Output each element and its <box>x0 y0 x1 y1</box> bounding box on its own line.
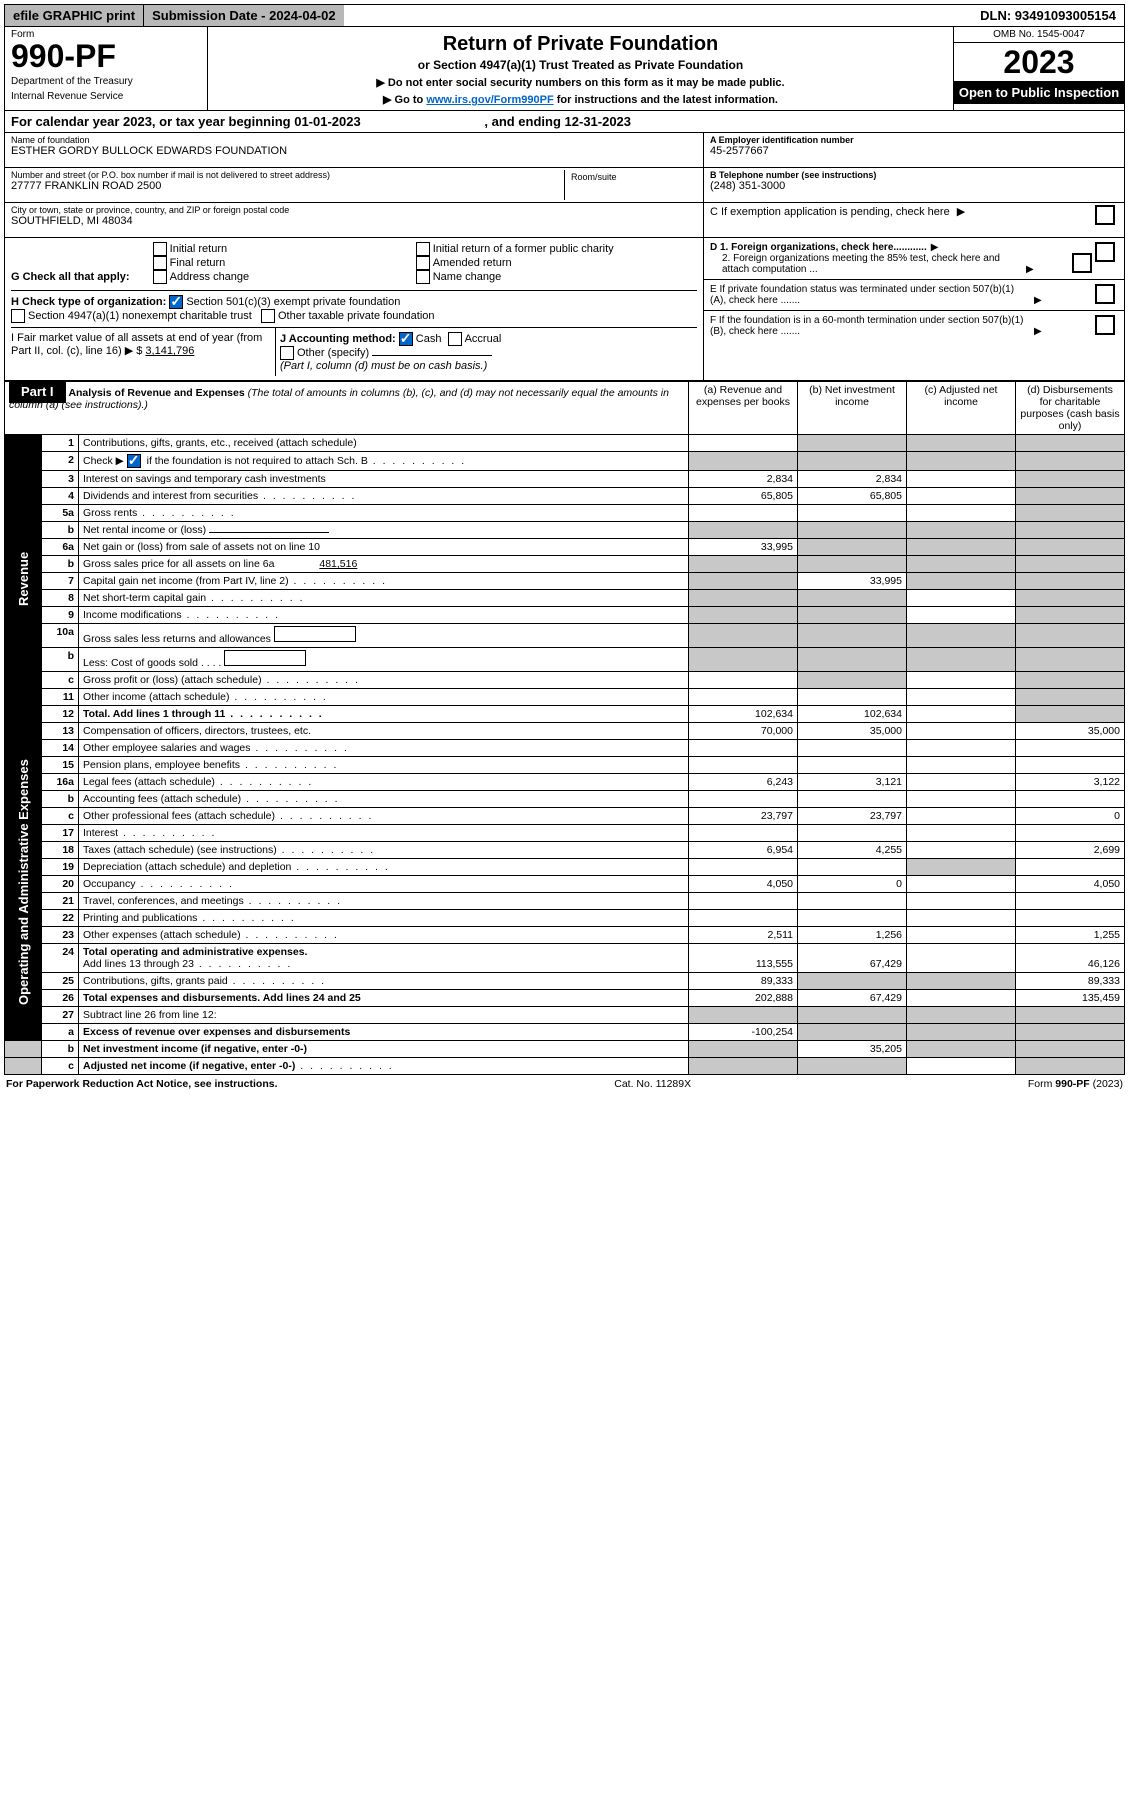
name-change-checkbox[interactable] <box>416 270 430 284</box>
section-h: H Check type of organization: Section 50… <box>11 290 697 327</box>
section-c-checkbox[interactable] <box>1095 205 1115 225</box>
footer-mid: Cat. No. 11289X <box>614 1078 691 1090</box>
col-a-header: (a) Revenue and expenses per books <box>689 382 798 435</box>
section-c-label: C If exemption application is pending, c… <box>710 206 950 218</box>
arrow-icon: ▶ <box>957 205 965 218</box>
e-checkbox[interactable] <box>1095 284 1115 304</box>
foundation-name-label: Name of foundation <box>11 135 697 145</box>
foundation-name: ESTHER GORDY BULLOCK EDWARDS FOUNDATION <box>11 145 697 157</box>
initial-former-checkbox[interactable] <box>416 242 430 256</box>
footer-right: Form 990-PF (2023) <box>1028 1078 1123 1090</box>
schb-checkbox[interactable] <box>127 454 141 468</box>
header-left: Form 990-PF Department of the Treasury I… <box>5 27 208 110</box>
fmv-value: 3,141,796 <box>145 345 194 357</box>
other-taxable-checkbox[interactable] <box>261 309 275 323</box>
form-number: 990-PF <box>11 40 201 72</box>
address-value: 27777 FRANKLIN ROAD 2500 <box>11 180 564 192</box>
other-method-checkbox[interactable] <box>280 346 294 360</box>
form-subtitle: or Section 4947(a)(1) Trust Treated as P… <box>212 58 949 72</box>
col-c-header: (c) Adjusted net income <box>907 382 1016 435</box>
calendar-year-row: For calendar year 2023, or tax year begi… <box>4 111 1125 133</box>
section-d: D 1. Foreign organizations, check here..… <box>704 238 1124 280</box>
efile-label: efile GRAPHIC print <box>5 5 143 26</box>
dept-irs: Internal Revenue Service <box>11 91 201 102</box>
f-checkbox[interactable] <box>1095 315 1115 335</box>
accrual-checkbox[interactable] <box>448 332 462 346</box>
col-d-header: (d) Disbursements for charitable purpose… <box>1016 382 1125 435</box>
omb-number: OMB No. 1545-0047 <box>954 27 1124 43</box>
ein-value: 45-2577667 <box>710 145 1118 157</box>
address-change-checkbox[interactable] <box>153 270 167 284</box>
cash-checkbox[interactable] <box>399 332 413 346</box>
ein-label: A Employer identification number <box>710 135 1118 145</box>
room-label: Room/suite <box>571 172 691 182</box>
tax-year: 2023 <box>954 43 1124 81</box>
section-e: E If private foundation status was termi… <box>704 280 1124 311</box>
dept-treasury: Department of the Treasury <box>11 76 201 87</box>
revenue-vlabel: Revenue <box>5 435 42 723</box>
page-footer: For Paperwork Reduction Act Notice, see … <box>4 1075 1125 1093</box>
top-bar: efile GRAPHIC print Submission Date - 20… <box>4 4 1125 27</box>
dln-label: DLN: 93491093005154 <box>972 5 1124 26</box>
form-title: Return of Private Foundation <box>212 33 949 56</box>
telephone-label: B Telephone number (see instructions) <box>710 170 1118 180</box>
open-to-public: Open to Public Inspection <box>954 81 1124 104</box>
city-value: SOUTHFIELD, MI 48034 <box>11 215 697 227</box>
form990pf-link[interactable]: www.irs.gov/Form990PF <box>426 94 553 106</box>
footer-left: For Paperwork Reduction Act Notice, see … <box>6 1078 278 1090</box>
d2-checkbox[interactable] <box>1072 253 1092 273</box>
4947a1-checkbox[interactable] <box>11 309 25 323</box>
check-sections: G Check all that apply: Initial return F… <box>4 238 1125 381</box>
header-right: OMB No. 1545-0047 2023 Open to Public In… <box>953 27 1124 110</box>
city-label: City or town, state or province, country… <box>11 205 697 215</box>
501c3-checkbox[interactable] <box>169 295 183 309</box>
section-f: F If the foundation is in a 60-month ter… <box>704 311 1124 341</box>
expenses-vlabel: Operating and Administrative Expenses <box>5 723 42 1041</box>
section-i: I Fair market value of all assets at end… <box>11 328 276 376</box>
d1-checkbox[interactable] <box>1095 242 1115 262</box>
entity-info: Name of foundation ESTHER GORDY BULLOCK … <box>4 133 1125 238</box>
part1-table: Part I Analysis of Revenue and Expenses … <box>4 381 1125 1075</box>
telephone-value: (248) 351-3000 <box>710 180 1118 192</box>
section-j: J Accounting method: Cash Accrual Other … <box>276 328 697 376</box>
initial-return-checkbox[interactable] <box>153 242 167 256</box>
form-header: Form 990-PF Department of the Treasury I… <box>4 27 1125 111</box>
submission-date: Submission Date - 2024-04-02 <box>143 5 344 26</box>
header-note2: ▶ Go to www.irs.gov/Form990PF for instru… <box>212 93 949 106</box>
header-mid: Return of Private Foundation or Section … <box>208 27 953 110</box>
amended-return-checkbox[interactable] <box>416 256 430 270</box>
col-b-header: (b) Net investment income <box>798 382 907 435</box>
header-note1: ▶ Do not enter social security numbers o… <box>212 76 949 89</box>
final-return-checkbox[interactable] <box>153 256 167 270</box>
section-g: G Check all that apply: Initial return F… <box>11 242 697 290</box>
address-label: Number and street (or P.O. box number if… <box>11 170 564 180</box>
